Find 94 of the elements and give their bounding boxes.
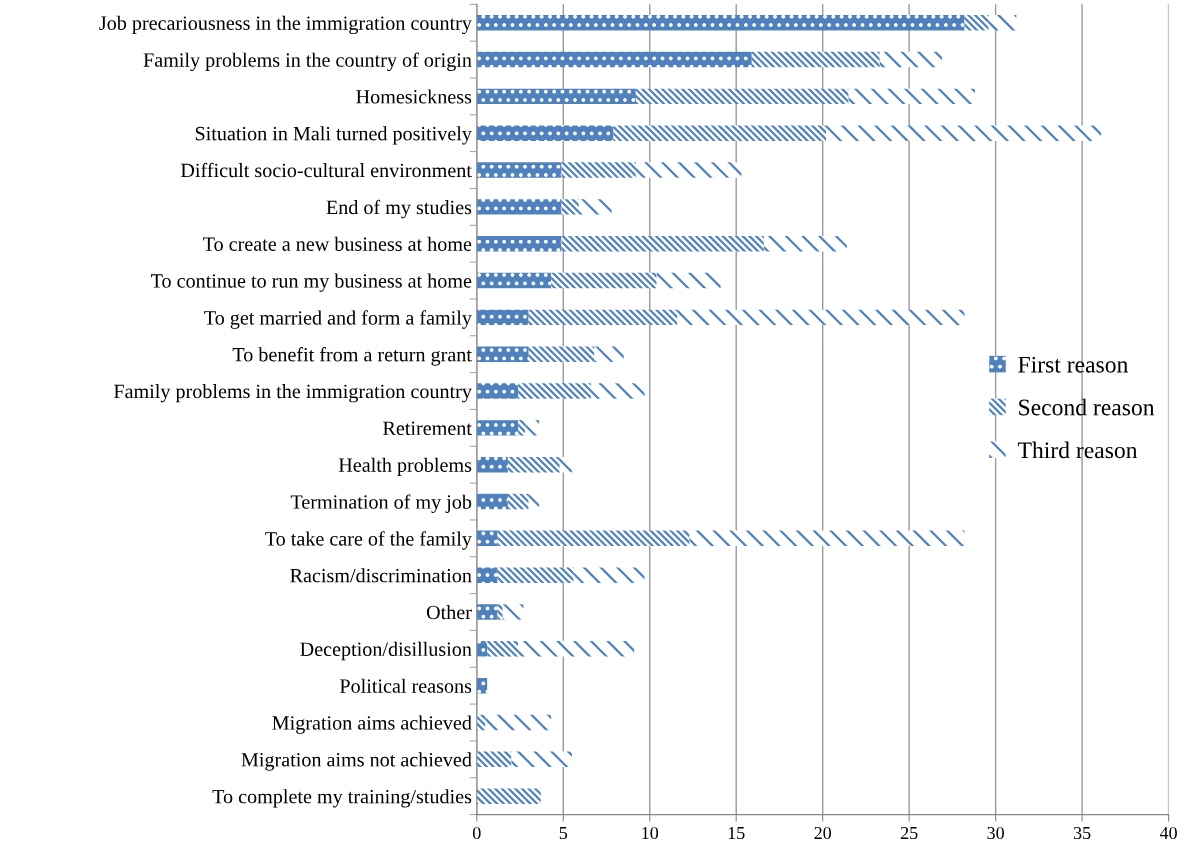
bar [476,677,488,694]
bar [763,235,847,252]
bar [848,88,975,105]
y-tick-label: Job precariousness in the immigration country [99,15,472,35]
bar [476,235,562,252]
bar [485,714,552,731]
y-tick-label: Racism/discrimination [290,568,472,583]
bar [476,383,519,399]
bar [476,604,498,620]
bar [507,456,560,473]
bar [511,751,572,768]
x-tick-label: 35 [1073,826,1091,840]
legend-label: Third reason [1017,441,1138,459]
bar [826,125,1102,141]
bar [561,199,579,215]
bar [476,199,562,215]
bar [476,346,529,362]
bar [507,493,529,510]
x-tick-label: 15 [728,827,745,840]
bar [590,383,645,399]
bar [988,14,1017,31]
bar [476,420,519,436]
y-tick-label: To get married and form a family [204,310,472,329]
y-tick-label: To continue to run my business at home [150,273,472,292]
y-tick-label: End of my studies [326,199,472,219]
y-tick-label: Deception/disillusion [300,641,472,661]
bar [635,162,742,178]
y-tick-label: Difficult socio-cultural environment [180,162,472,178]
y-tick-label: To complete my training/studies [212,789,472,808]
x-tick-label: 40 [1159,826,1177,840]
x-tick-label: 25 [900,826,918,840]
bar [656,272,721,289]
bar [964,14,989,31]
y-tick-label: To take care of the family [265,531,472,550]
y-tick-label: To benefit from a return grant [232,347,472,366]
y-tick-label: Homesickness [356,89,472,104]
bar [487,641,519,657]
bar [476,125,614,141]
bar [613,125,827,141]
bar [476,51,752,68]
bar [476,567,498,583]
y-tick-label: Family problems in the immigration country [113,384,472,403]
bar [528,346,595,362]
x-tick-label: 20 [814,826,832,840]
bar [561,235,764,252]
bar [689,530,965,547]
bar [559,456,572,473]
bar [476,14,965,31]
bar [476,714,486,731]
bar [525,420,540,436]
bar [594,346,624,362]
bar [551,272,657,289]
bar [578,199,612,215]
bar [476,88,636,105]
bar [518,383,591,399]
y-tick-label: Family problems in the country of origin [143,52,472,71]
bar [476,788,541,804]
y-tick-label: Situation in Mali turned positively [195,126,472,145]
bar [476,456,508,473]
bar [497,567,574,583]
bar [476,641,488,657]
y-tick-label: Migration aims not achieved [241,752,472,771]
bar [518,420,526,436]
y-tick-label: Migration aims achieved [272,715,472,734]
bar [573,567,645,583]
y-tick-label: To create a new business at home [203,236,472,251]
bar [677,309,965,326]
legend-label: Second reason [1019,398,1155,416]
bar [476,530,498,547]
bar [476,272,552,289]
bar [561,162,636,178]
y-tick-label: Health problems [338,457,472,476]
y-tick-label: Other [426,605,472,620]
y-tick-label: Termination of my job [290,494,472,513]
bar [497,530,690,547]
x-tick-label: 30 [987,826,1004,840]
bar [476,751,512,768]
bar [476,493,508,510]
bar [497,604,503,620]
bar [528,493,540,510]
bar [502,604,524,620]
bar [476,309,529,326]
bar [879,51,943,68]
x-tick-label: 5 [559,827,568,840]
bar [635,88,849,105]
legend-label: First reason [1018,356,1129,373]
y-tick-label: Political reasons [339,678,472,693]
bar [476,162,562,178]
bar [751,51,880,68]
y-tick-label: Retirement [383,421,472,436]
bar [518,641,635,657]
bar [528,309,678,326]
x-tick-label: 0 [472,826,481,840]
x-tick-label: 10 [642,826,659,840]
